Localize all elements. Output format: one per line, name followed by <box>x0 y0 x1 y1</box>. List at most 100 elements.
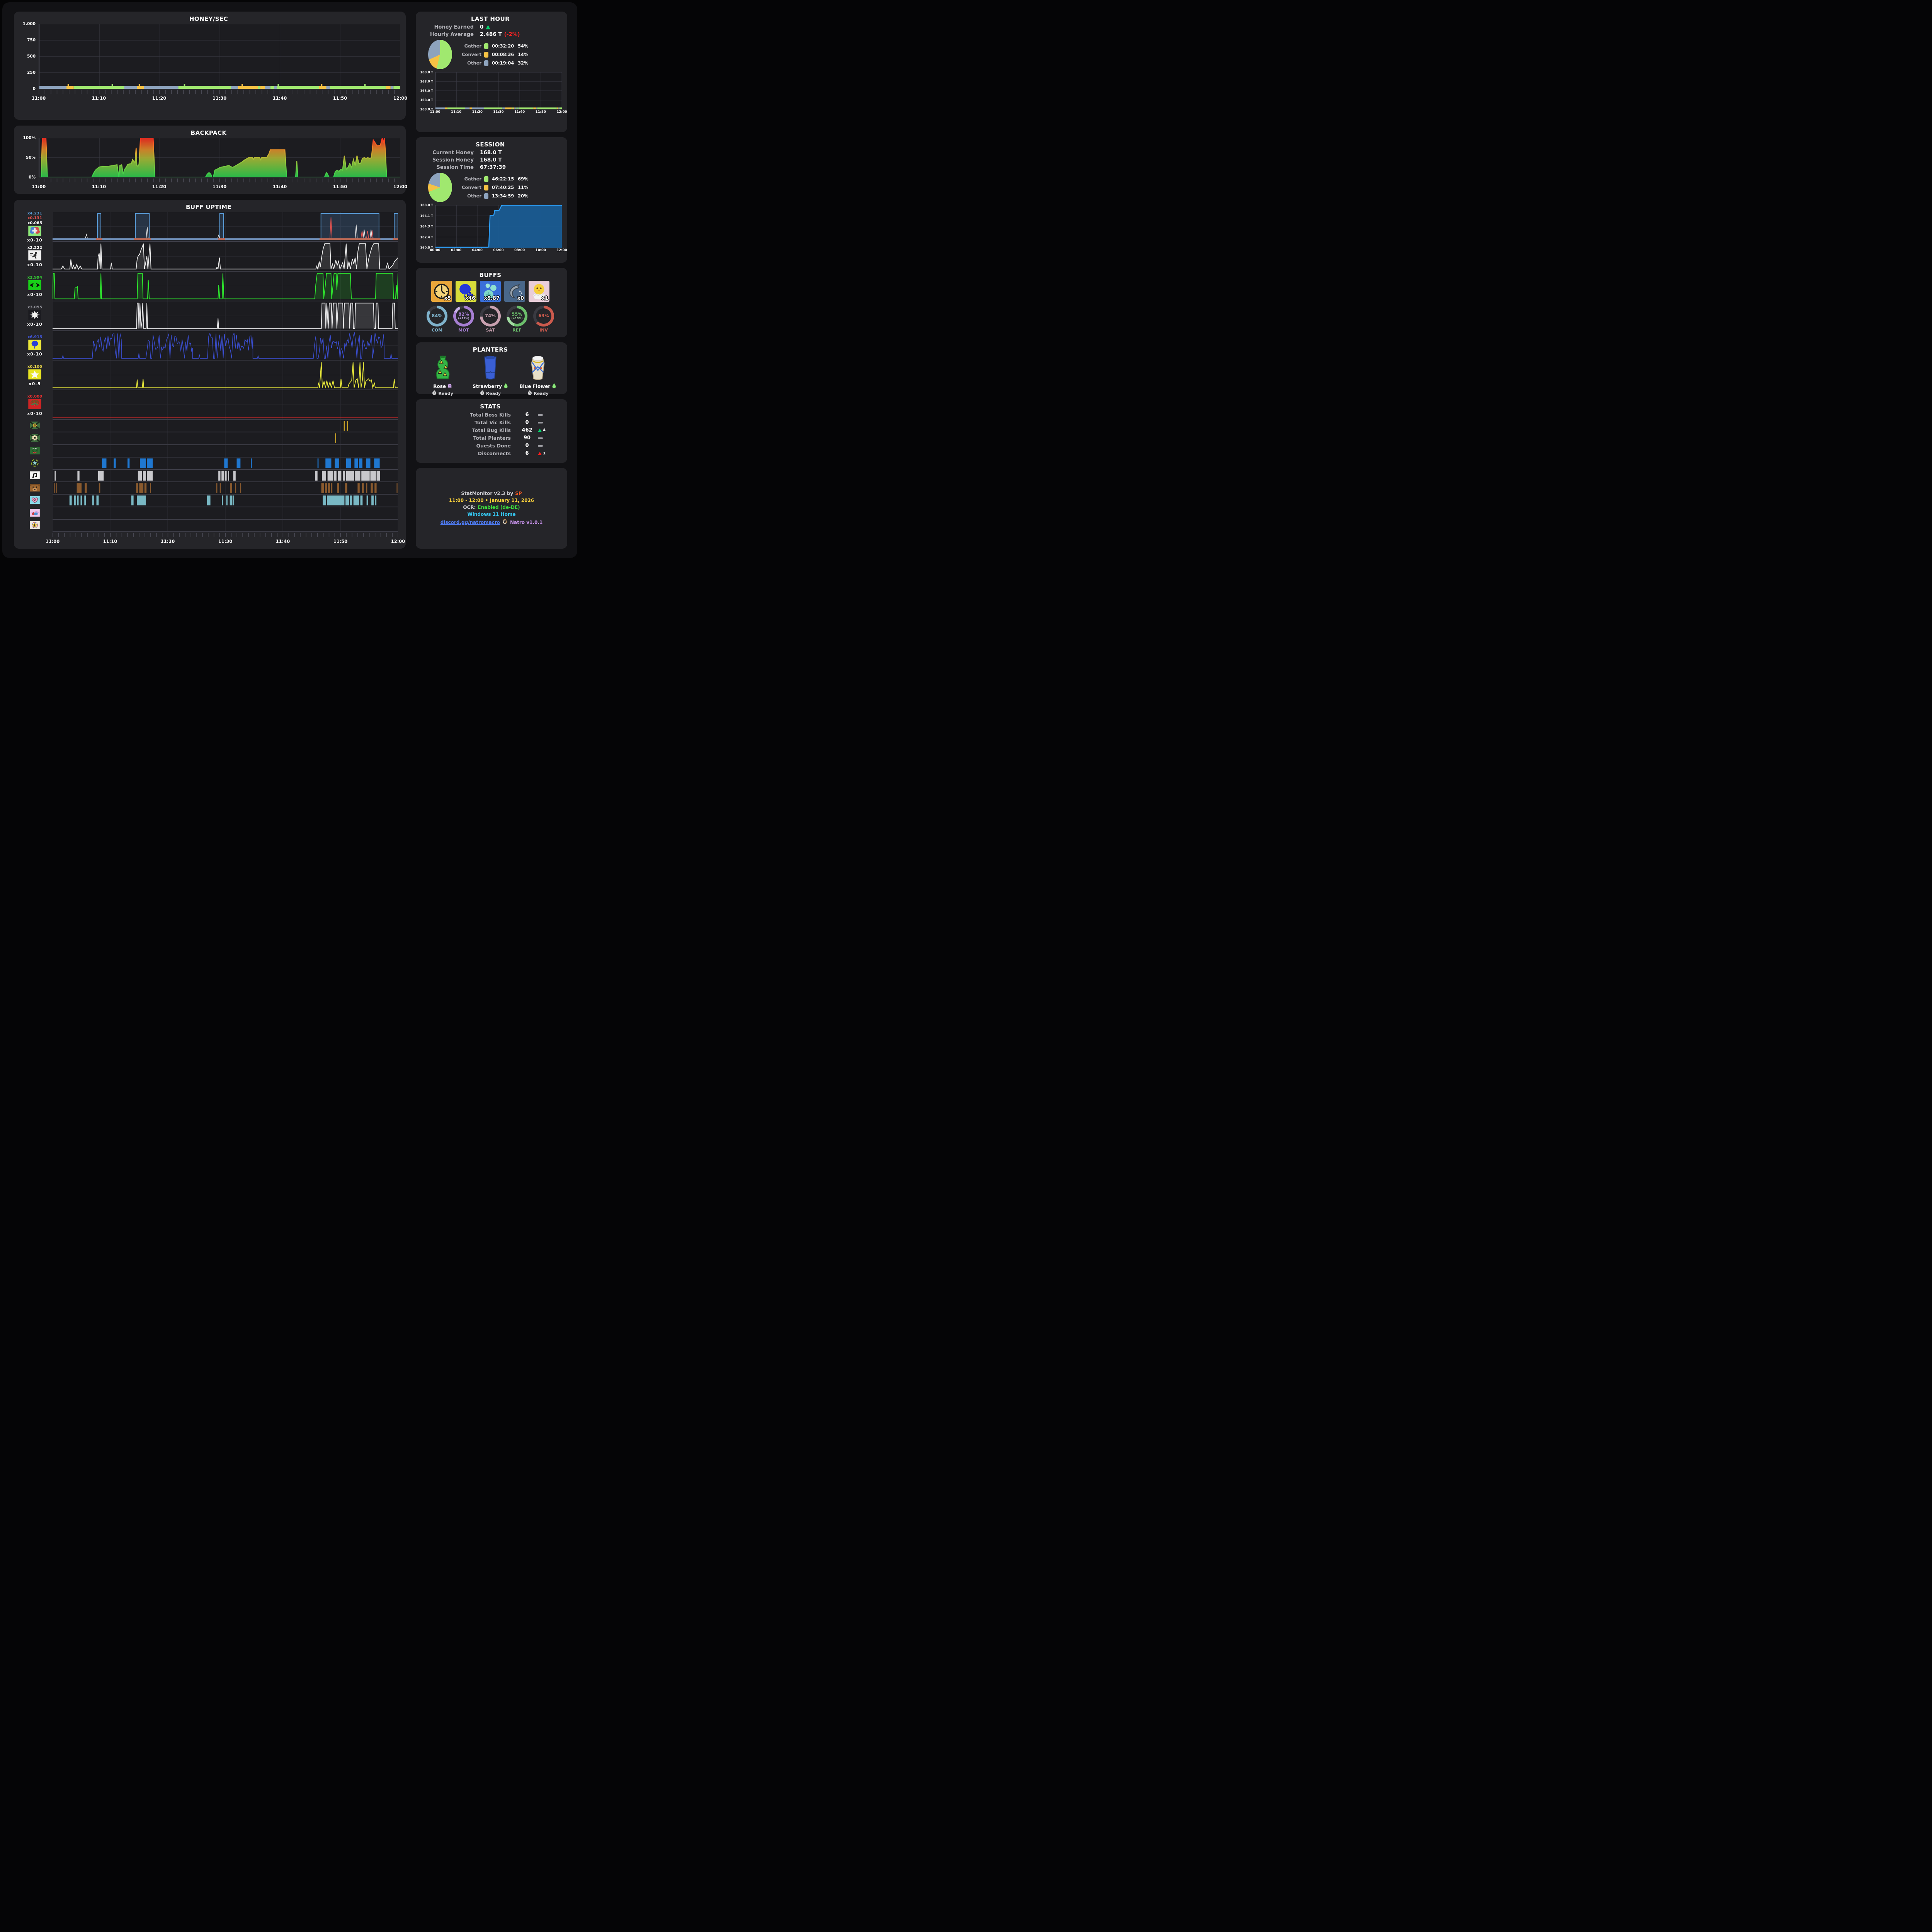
x-axis-tick: 11:40 <box>514 110 525 114</box>
stat-value: 6 <box>525 412 529 418</box>
stat-delta <box>538 437 555 439</box>
x-axis-tick: 11:40 <box>272 95 287 101</box>
buff-multiplier: x3.055 <box>27 305 43 310</box>
gauge-com: 84% COM <box>426 306 448 333</box>
x-axis-tick: 08:00 <box>514 248 525 252</box>
buff-tiles: x5 x46 x5.87 x0 x1 <box>419 281 562 302</box>
balloon-icon <box>28 340 41 351</box>
bubbles-buff-icon <box>484 283 497 300</box>
buff-row: x2.222 x0-10 <box>17 242 398 272</box>
buff-row <box>17 445 398 457</box>
stat-delta-value: 1 <box>543 451 546 456</box>
gauge-ring: 63% <box>533 306 554 327</box>
buff-range: x0-10 <box>27 292 43 298</box>
legend-time: 00:19:04 <box>492 60 514 66</box>
legend-label: Gather <box>464 43 481 49</box>
stat-value: 462 <box>522 427 532 433</box>
session-time-value: 67:37:39 <box>480 164 506 170</box>
stopwatch-icon <box>432 390 437 396</box>
stat-rows: Total Boss Kills 6 Total Vic Kills 0 Total B… <box>419 412 562 456</box>
legend-label: Convert <box>462 52 481 57</box>
x-axis-tick: 11:50 <box>333 95 347 101</box>
planter-status: Ready <box>486 391 501 396</box>
buff-row <box>17 457 398 470</box>
stat-row: Disconnects 6 1 <box>426 451 555 456</box>
gauge-bonus: (+18%) <box>511 316 523 320</box>
x-axis-tick: 11:00 <box>31 95 46 101</box>
x-axis-tick: 12:00 <box>556 110 567 114</box>
buff-range: x0-10 <box>27 262 43 268</box>
legend-percent: 69% <box>518 176 529 182</box>
legend-row: Other 00:19:04 32% <box>457 60 560 66</box>
panel-stats: STATS Total Boss Kills 6 Total Vic Kills 0 T… <box>416 399 567 463</box>
stat-value: 0 <box>525 443 529 449</box>
legend-row: Convert 00:08:36 14% <box>457 51 560 58</box>
x-axis-tick: 04:00 <box>472 248 483 252</box>
stat-value: 90 <box>523 435 531 441</box>
buff-uptime-rows: x4.231 x0.131 x0.085 x0-10 x2.222 x0-10 x2.994… <box>17 211 398 532</box>
honey-sec-title: HONEY/SEC <box>189 15 228 22</box>
stat-delta <box>538 445 555 447</box>
legend-swatch <box>484 51 488 58</box>
panel-buffs: BUFFS x5 x46 x5.87 x0 x1 84% COM 82% (+11%) MOT 7… <box>416 268 567 337</box>
discord-link[interactable]: discord.gg/natromacro <box>440 519 500 525</box>
stat-row: Total Bug Kills 462 4 <box>426 427 555 433</box>
y-axis-tick: 100% <box>23 136 36 140</box>
x-axis-tick: 10:00 <box>535 248 546 252</box>
stat-label: Disconnects <box>478 451 511 456</box>
session-honey-row: Session Honey 168.0 T <box>422 157 559 163</box>
stat-label: Quests Done <box>476 443 511 449</box>
stats-title: STATS <box>480 403 501 410</box>
buff-range: x0-10 <box>27 237 43 243</box>
gauge-ring: 82% (+11%) <box>453 306 474 327</box>
session-title: SESSION <box>476 141 505 148</box>
x-axis-tick: 11:30 <box>212 184 227 189</box>
statmonitor-window: HONEY/SEC 1.000 750 500 250 0 11:00 11:10 11:20… <box>2 2 577 558</box>
antlers-icon <box>28 399 41 411</box>
hexagon-flag-icon <box>29 421 40 431</box>
buff-tile: x5.87 <box>480 281 501 302</box>
ghost-icon <box>447 383 452 389</box>
last-hour-pie-row: Gather 00:32:20 54% Convert 00:08:36 14% Other… <box>428 40 560 69</box>
buff-row <box>17 482 398 495</box>
macro-version: Natro v1.0.1 <box>510 519 543 525</box>
session-time-label: Session Time <box>436 164 474 170</box>
x-axis-tick: 11:30 <box>212 95 227 101</box>
x-axis-tick: 11:10 <box>92 95 106 101</box>
flower-flag-icon <box>29 434 40 443</box>
buff-row <box>17 507 398 520</box>
session-honey-value: 168.0 T <box>480 157 502 163</box>
buff-multiplier: x2.222 <box>27 246 43 250</box>
buff-row: x6.915 x0-10 <box>17 331 398 361</box>
x-axis-tick: 02:00 <box>451 248 462 252</box>
buff-multiplier: x0.000 <box>27 394 43 399</box>
stat-label: Total Planters <box>473 435 511 441</box>
stat-label: Total Bug Kills <box>472 427 511 433</box>
planter-name: Rose <box>433 383 446 389</box>
x-axis-tick: 11:50 <box>333 539 348 544</box>
buff-row: x2.994 x0-10 <box>17 271 398 301</box>
y-axis-tick: 750 <box>27 38 36 43</box>
x-axis-tick: 11:40 <box>272 184 287 189</box>
planter-item: Blue Flower Ready <box>517 355 558 396</box>
x-axis-tick: 12:00 <box>391 539 405 544</box>
star-icon <box>28 369 41 381</box>
increase-red-icon <box>538 452 542 455</box>
legend-percent: 32% <box>518 60 529 66</box>
x-axis-tick: 11:50 <box>333 184 347 189</box>
x-axis-tick: 12:00 <box>393 95 408 101</box>
x-axis-tick: 12:00 <box>556 248 567 252</box>
x-axis-tick: 11:10 <box>92 184 106 189</box>
panel-footer: StatMonitor v2.3 by SP 11:00 - 12:00 • J… <box>416 468 567 549</box>
heart-icon <box>30 496 40 505</box>
os-version: Windows 11 Home <box>467 512 516 517</box>
y-axis-tick: 250 <box>27 70 36 75</box>
legend-label: Gather <box>464 176 481 182</box>
y-axis-tick: 168.0 T <box>420 70 433 74</box>
gauge-sat: 74% SAT <box>480 306 501 333</box>
planter-name: Strawberry <box>473 383 502 389</box>
buff-tile: x1 <box>529 281 549 302</box>
backpack-chart: 100% 50% 0% 11:00 11:10 11:20 11:30 11:40 11:50 1… <box>17 136 408 192</box>
honey-earned-row: Honey Earned 0 <box>422 24 559 30</box>
no-change-icon <box>538 422 543 423</box>
